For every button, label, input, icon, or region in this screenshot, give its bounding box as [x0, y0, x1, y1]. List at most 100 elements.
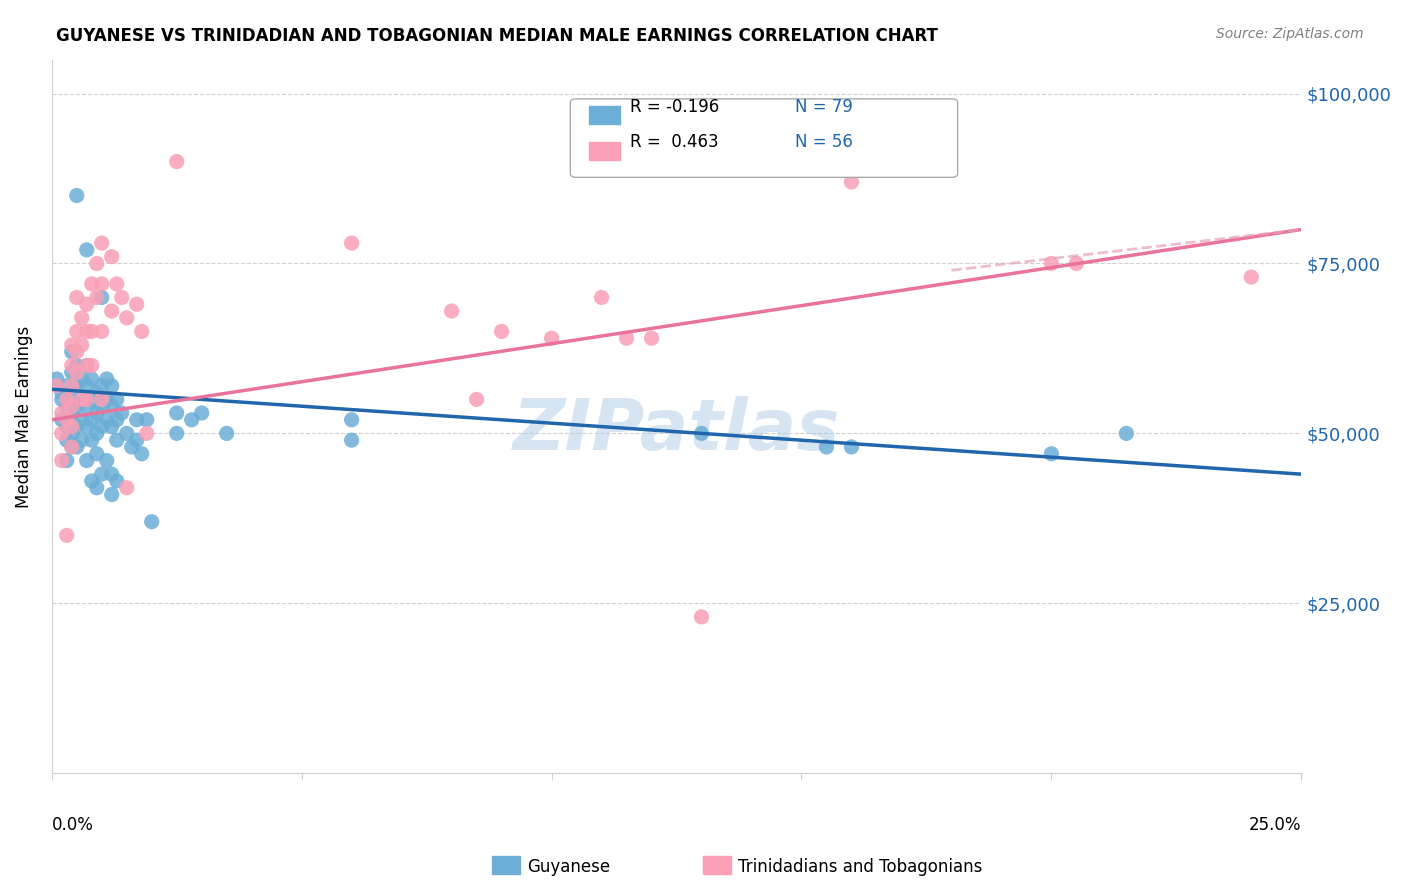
Point	[100, 250, 122, 264]
Point	[55, 392, 77, 407]
Point	[55, 413, 77, 427]
Point	[60, 359, 83, 373]
Point	[111, 290, 134, 304]
Point	[60, 419, 83, 434]
Point	[100, 419, 122, 434]
Point	[90, 277, 112, 291]
Point	[60, 440, 83, 454]
Point	[115, 481, 138, 495]
Point	[540, 331, 562, 345]
Point	[66, 399, 89, 413]
Y-axis label: Median Male Earnings: Median Male Earnings	[15, 326, 32, 508]
Point	[180, 413, 202, 427]
Text: 0.0%: 0.0%	[52, 816, 94, 834]
Text: Source: ZipAtlas.com: Source: ZipAtlas.com	[1216, 27, 1364, 41]
Point	[115, 426, 138, 441]
Point	[86, 447, 108, 461]
Point	[90, 290, 112, 304]
Point	[66, 290, 89, 304]
Point	[60, 406, 83, 420]
Point	[1115, 426, 1137, 441]
Point	[55, 379, 77, 393]
Point	[166, 406, 188, 420]
Point	[111, 406, 134, 420]
Point	[51, 392, 73, 407]
Point	[96, 392, 118, 407]
Point	[90, 325, 112, 339]
Point	[591, 290, 613, 304]
Point	[100, 467, 122, 482]
Point	[1066, 256, 1088, 270]
Point	[70, 392, 93, 407]
Point	[60, 385, 83, 400]
Point	[190, 406, 212, 420]
Point	[76, 297, 98, 311]
Point	[66, 359, 89, 373]
Point	[80, 359, 103, 373]
Point	[90, 236, 112, 251]
Point	[55, 528, 77, 542]
Point	[80, 433, 103, 447]
Bar	[589, 142, 620, 160]
Text: N = 79: N = 79	[796, 98, 853, 116]
Point	[690, 426, 713, 441]
Point	[76, 325, 98, 339]
Point	[1040, 447, 1063, 461]
Point	[76, 243, 98, 257]
Point	[121, 440, 143, 454]
Point	[440, 304, 463, 318]
Point	[841, 175, 863, 189]
Point	[616, 331, 638, 345]
Point	[105, 277, 128, 291]
Point	[55, 433, 77, 447]
Point	[465, 392, 488, 407]
Point	[66, 365, 89, 379]
Text: Trinidadians and Tobagonians: Trinidadians and Tobagonians	[738, 858, 983, 876]
Point	[80, 474, 103, 488]
Point	[86, 290, 108, 304]
Point	[135, 413, 157, 427]
Text: ZIPatlas: ZIPatlas	[513, 396, 841, 465]
FancyBboxPatch shape	[571, 99, 957, 178]
Text: Guyanese: Guyanese	[527, 858, 610, 876]
Point	[340, 413, 363, 427]
Point	[80, 325, 103, 339]
Point	[125, 413, 148, 427]
Point	[60, 338, 83, 352]
Point	[60, 399, 83, 413]
Text: R =  0.463: R = 0.463	[630, 134, 718, 152]
Point	[70, 372, 93, 386]
Point	[105, 413, 128, 427]
Point	[86, 426, 108, 441]
Point	[1040, 256, 1063, 270]
Point	[70, 392, 93, 407]
Point	[66, 440, 89, 454]
Point	[76, 399, 98, 413]
Point	[100, 379, 122, 393]
Point	[135, 426, 157, 441]
Point	[815, 440, 838, 454]
Point	[76, 379, 98, 393]
Point	[76, 419, 98, 434]
Point	[60, 379, 83, 393]
Point	[90, 467, 112, 482]
Point	[340, 433, 363, 447]
Point	[491, 325, 513, 339]
Text: R = -0.196: R = -0.196	[630, 98, 720, 116]
Point	[640, 331, 662, 345]
Point	[105, 474, 128, 488]
Point	[131, 447, 153, 461]
Point	[70, 338, 93, 352]
Text: 25.0%: 25.0%	[1249, 816, 1302, 834]
Point	[55, 419, 77, 434]
Point	[70, 310, 93, 325]
Point	[90, 399, 112, 413]
Point	[80, 392, 103, 407]
Point	[55, 399, 77, 413]
Point	[141, 515, 163, 529]
Point	[51, 406, 73, 420]
Bar	[589, 106, 620, 124]
Point	[60, 344, 83, 359]
Point	[66, 325, 89, 339]
Point	[166, 426, 188, 441]
